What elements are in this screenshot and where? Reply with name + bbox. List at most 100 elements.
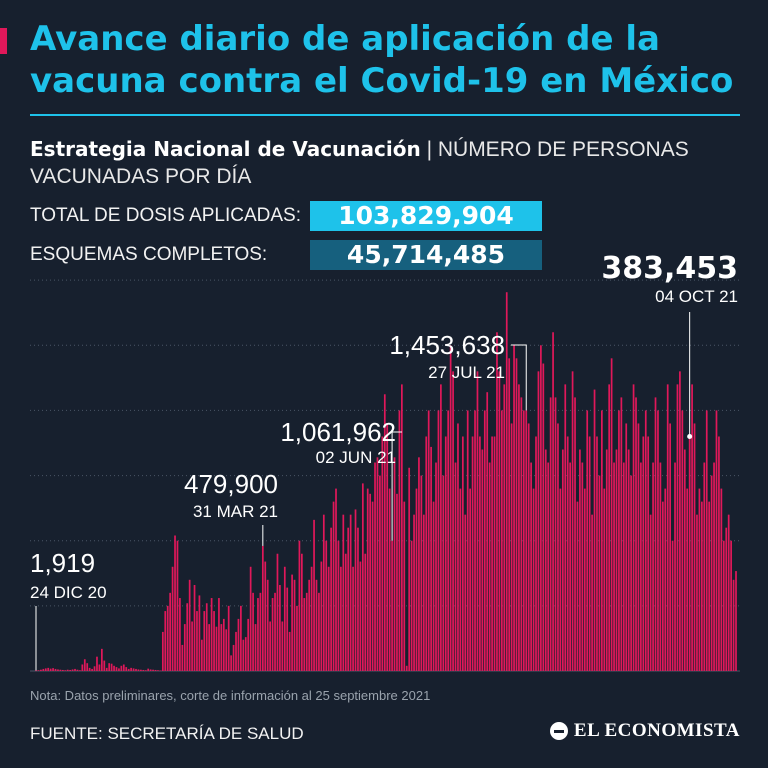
data-bar (357, 527, 359, 671)
data-bar (64, 670, 67, 671)
data-bar (715, 410, 718, 671)
data-bar (144, 670, 147, 671)
data-bar (213, 611, 215, 671)
data-bar (261, 545, 264, 671)
data-bar (498, 371, 501, 671)
annotation-date: 31 MAR 21 (193, 502, 278, 521)
data-bar (486, 392, 489, 671)
data-bar (174, 535, 176, 671)
data-bar (91, 668, 93, 671)
chart-subtitle: Estrategia Nacional de Vacunación | NÚME… (30, 136, 750, 190)
data-bar (59, 669, 62, 671)
data-bar (559, 488, 562, 671)
data-bar (396, 493, 398, 671)
data-bar (376, 457, 379, 671)
data-bar (252, 592, 254, 671)
data-bar (149, 669, 152, 671)
data-bar (101, 648, 103, 671)
data-bar (142, 669, 145, 671)
data-bar (322, 514, 325, 671)
annotation-date: 27 JUL 21 (428, 363, 505, 382)
data-bar (452, 371, 454, 671)
chart-title: Avance diario de aplicación de la vacuna… (30, 19, 734, 101)
data-source: FUENTE: SECRETARÍA DE SALUD (30, 724, 304, 743)
data-bar (152, 669, 154, 671)
data-bar (266, 579, 269, 671)
data-bar (198, 595, 201, 671)
data-bar (271, 598, 274, 671)
data-bar (686, 488, 689, 671)
data-bar (610, 358, 613, 671)
data-bar (371, 501, 374, 671)
data-bar (210, 598, 213, 671)
data-bar (330, 527, 332, 671)
data-bar (501, 410, 503, 671)
data-bar (518, 384, 520, 671)
data-bar (215, 626, 218, 671)
data-bar (459, 488, 462, 671)
data-bar (415, 488, 418, 671)
data-bar (732, 579, 735, 671)
annotation-leader (391, 431, 402, 541)
data-bar (583, 488, 586, 671)
data-bar (613, 462, 615, 671)
data-bar (561, 449, 564, 671)
data-bar (510, 423, 513, 671)
data-bar (335, 488, 337, 671)
data-bar (418, 457, 420, 671)
data-bar (318, 592, 320, 671)
data-bar (471, 436, 474, 671)
data-bar (601, 410, 603, 671)
data-bar (401, 384, 403, 671)
data-bar (257, 598, 259, 671)
data-bar (337, 540, 340, 671)
data-bar (132, 668, 135, 671)
title-accent-bar (0, 28, 7, 54)
data-bar (122, 664, 125, 671)
data-bar (118, 668, 120, 671)
data-bar (88, 667, 91, 671)
data-bar (644, 410, 647, 671)
data-bar (483, 410, 486, 671)
data-bar (566, 436, 569, 671)
data-bar (440, 384, 442, 671)
data-bar (218, 598, 220, 671)
data-bar (81, 664, 84, 671)
data-bar (474, 410, 476, 671)
total-doses-value: 103,829,904 (310, 201, 542, 231)
data-bar (393, 457, 396, 671)
data-bar (203, 611, 206, 671)
data-bar (383, 394, 386, 671)
annotation-dot (687, 433, 693, 439)
data-bar (427, 410, 430, 671)
data-bar (642, 436, 645, 671)
data-bar (569, 462, 571, 671)
data-bar (310, 566, 313, 671)
data-bar (298, 540, 301, 671)
annotation-date: 02 JUN 21 (316, 448, 396, 467)
data-bar (669, 423, 671, 671)
data-bar (230, 655, 232, 671)
data-bar (308, 579, 311, 671)
logo-text: EL ECONOMISTA (573, 720, 740, 741)
data-bar (635, 397, 637, 671)
data-bar (432, 501, 435, 671)
data-bar (637, 423, 640, 671)
data-bar (249, 566, 252, 671)
data-bar (605, 449, 608, 671)
data-bar (137, 669, 140, 671)
data-bar (593, 389, 596, 671)
data-bar (491, 436, 493, 671)
data-bar (544, 449, 547, 671)
data-bar (596, 436, 598, 671)
data-bar (476, 371, 479, 671)
data-bar (696, 514, 698, 671)
data-bar (354, 509, 357, 671)
data-bar (191, 621, 193, 671)
data-bar (647, 436, 650, 671)
data-bar (574, 397, 576, 671)
data-bar (130, 667, 132, 671)
data-bar (176, 540, 179, 671)
data-bar (727, 514, 730, 671)
